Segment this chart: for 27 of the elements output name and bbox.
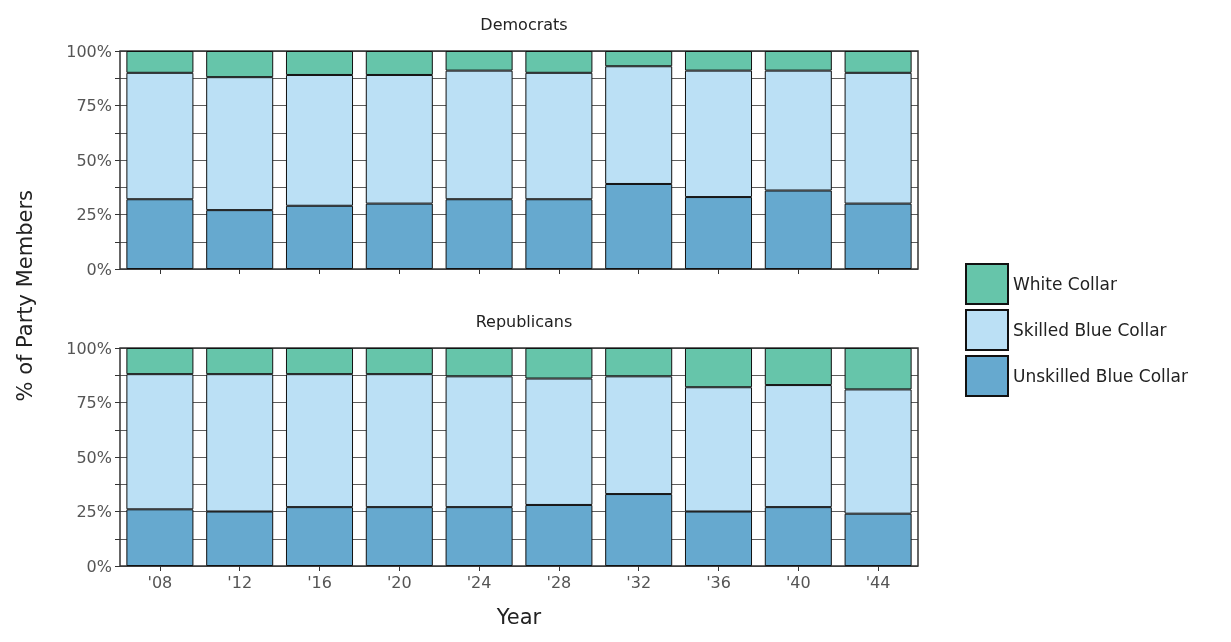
x-tick-label: '28 (546, 572, 572, 592)
x-tick-label: '20 (386, 572, 412, 592)
x-tick-label: '24 (466, 572, 492, 592)
x-tick-label: '32 (626, 572, 652, 592)
x-tick-label: '36 (706, 572, 731, 592)
x-tick-label: '08 (147, 572, 173, 592)
x-tick-label: '12 (227, 572, 253, 592)
x-tick-label: '44 (865, 572, 891, 592)
legend-label: Skilled Blue Collar (1013, 320, 1167, 340)
legend-label: Unskilled Blue Collar (1013, 366, 1188, 386)
y-tick-label: 25% (76, 205, 112, 224)
legend-label: White Collar (1013, 274, 1117, 294)
y-tick-label: 25% (76, 502, 112, 521)
y-tick-label: 50% (76, 150, 112, 170)
y-tick-label: 75% (76, 96, 112, 115)
y-tick-label: 0% (86, 556, 112, 576)
y-tick-label: 75% (76, 393, 112, 412)
x-axis-title: Year (495, 604, 542, 629)
chart-title: Democrats (480, 14, 568, 34)
chart-title: Republicans (475, 311, 573, 331)
y-tick-label: 50% (76, 447, 112, 467)
y-axis-title: % of Party Members (12, 189, 37, 402)
y-tick-label: 0% (86, 259, 112, 279)
y-tick-label: 100% (66, 338, 112, 358)
x-tick-label: '16 (307, 572, 332, 592)
y-tick-label: 100% (66, 41, 112, 61)
x-tick-label: '40 (785, 572, 811, 592)
